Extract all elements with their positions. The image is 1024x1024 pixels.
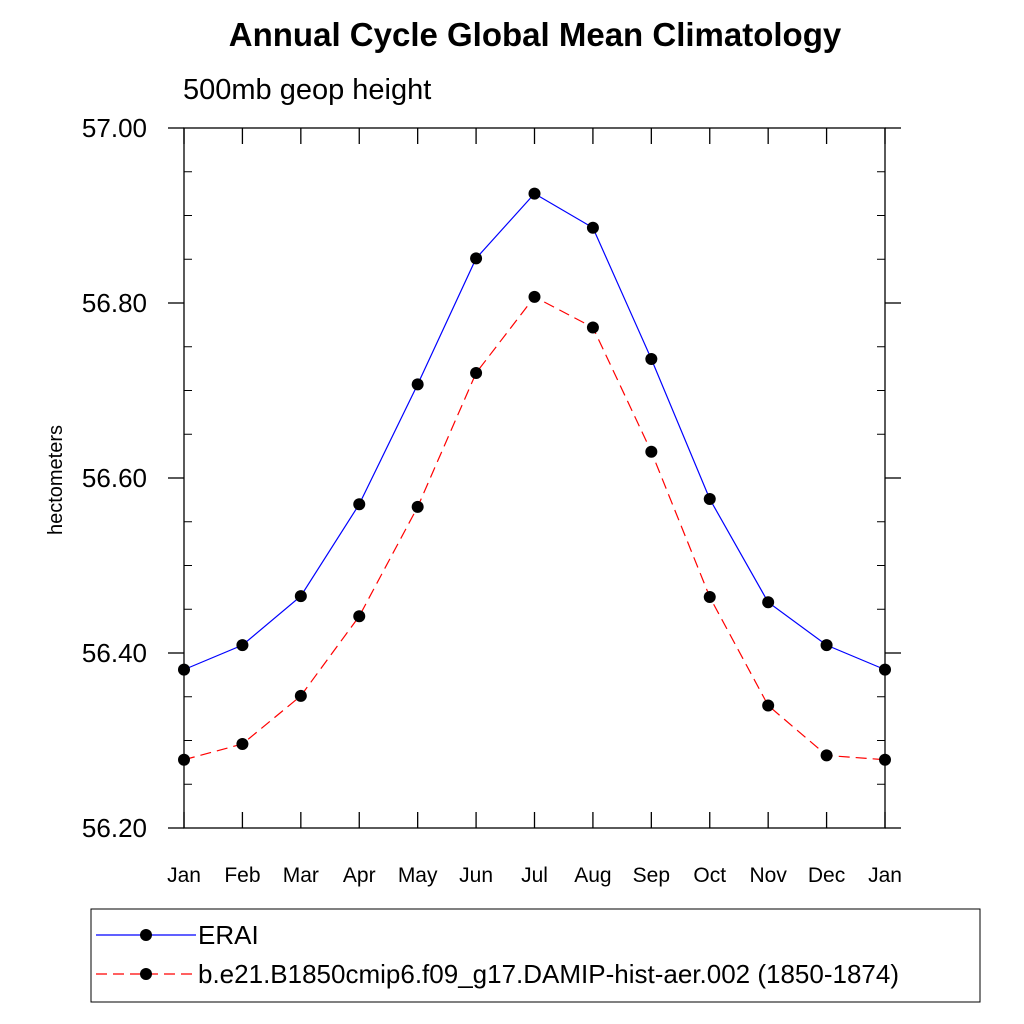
- series-2-point: [645, 445, 658, 458]
- x-tick-label: Jun: [459, 864, 493, 887]
- series-1-point: [236, 639, 249, 652]
- legend-marker-1: [140, 929, 152, 941]
- series-1-point: [294, 590, 307, 603]
- x-tick-label: May: [398, 864, 438, 887]
- chart-subtitle: 500mb geop height: [183, 74, 431, 106]
- legend-label-2: b.e21.B1850cmip6.f09_g17.DAMIP-hist-aer.…: [198, 959, 899, 989]
- series-1-point: [762, 596, 775, 609]
- legend-box: [90, 908, 981, 1003]
- x-tick-label: Jan: [868, 864, 902, 887]
- x-tick-label: Mar: [283, 864, 319, 887]
- series-1-point: [703, 493, 716, 505]
- y-tick-label: 57.00: [82, 113, 147, 143]
- series-2-point: [411, 500, 424, 513]
- series-2-point: [879, 753, 891, 766]
- series-1-point: [353, 498, 366, 511]
- series-1-point: [586, 221, 599, 234]
- x-tick-label: Jul: [521, 864, 548, 887]
- series-1-point: [528, 187, 541, 200]
- x-tick-label: Feb: [224, 864, 260, 887]
- x-tick-label: Jan: [167, 864, 201, 887]
- series-2-point: [470, 367, 483, 379]
- series-1-point: [820, 639, 833, 652]
- y-axis-ticks: 56.20 56.40 56.60 56.80 57.00: [82, 113, 901, 843]
- x-tick-label: Aug: [574, 864, 611, 887]
- x-tick-label: Apr: [343, 864, 376, 887]
- y-tick-label: 56.40: [82, 638, 147, 668]
- series-2-point: [703, 591, 716, 603]
- series-line-1: [183, 192, 886, 671]
- legend-label-1: ERAI: [198, 920, 259, 950]
- legend: ERAI b.e21.B1850cmip6.f09_g17.DAMIP-hist-…: [96, 920, 899, 989]
- series-2-point: [178, 753, 190, 766]
- series-line-2: [183, 296, 886, 761]
- series-2-point: [236, 738, 249, 750]
- x-axis-ticks: Jan Feb Mar Apr May Jun Jul Aug Sep Oct Nov Dec Jan: [167, 128, 902, 887]
- series-1-point: [645, 353, 658, 365]
- series-2-point: [294, 689, 307, 702]
- series-2-point: [820, 749, 833, 762]
- y-tick-label: 56.60: [82, 463, 147, 493]
- series-1-point: [411, 378, 424, 391]
- x-tick-label: Oct: [693, 864, 726, 887]
- series-layer: [178, 187, 891, 766]
- series-1-point: [470, 252, 483, 265]
- series-2-point: [586, 321, 599, 334]
- series-2-point: [353, 610, 366, 623]
- series-1-point: [178, 663, 190, 676]
- y-tick-label: 56.20: [82, 813, 147, 843]
- plot-frame: [183, 127, 886, 829]
- series-1-point: [879, 663, 891, 676]
- x-tick-label: Nov: [749, 864, 787, 887]
- x-tick-label: Dec: [808, 864, 845, 887]
- y-tick-label: 56.80: [82, 288, 147, 318]
- series-2-point: [762, 699, 775, 712]
- chart-title: Annual Cycle Global Mean Climatology: [229, 16, 842, 53]
- y-axis-label: hectometers: [45, 425, 67, 535]
- legend-marker-2: [140, 968, 152, 980]
- x-tick-label: Sep: [633, 864, 670, 887]
- series-2-point: [528, 290, 541, 303]
